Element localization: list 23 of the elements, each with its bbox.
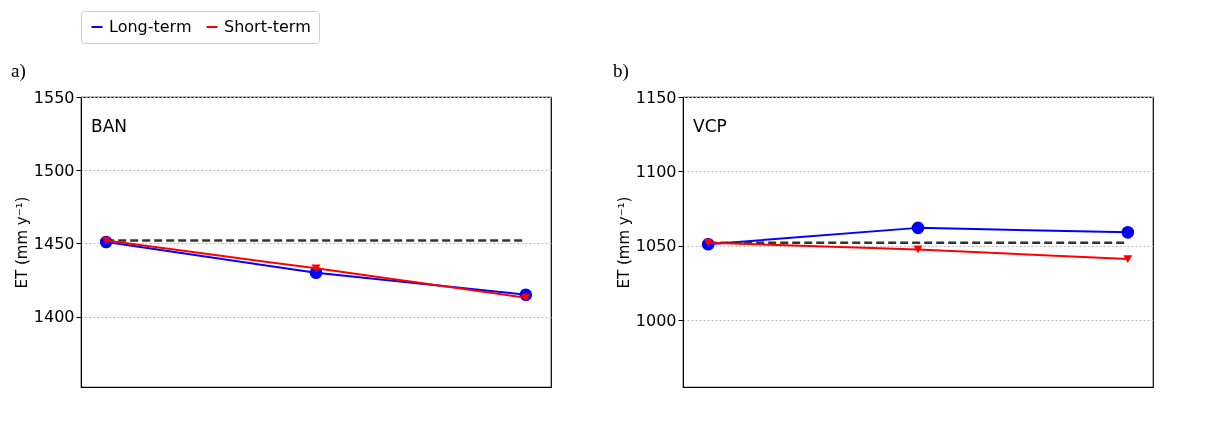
y-tick-label: 1550 [33,87,75,107]
annotation: VCP [693,116,727,136]
point [101,236,111,245]
chart-title: b) [613,60,629,82]
y-tick-label: 1500 [33,160,75,180]
y-tick-label: 1150 [635,87,677,107]
point [1123,255,1133,263]
point [703,238,713,247]
y-tick-label: 1100 [635,161,677,181]
y-axis-title: ET (mm y⁻¹) [614,196,633,289]
legend-label: Long-term [109,17,192,36]
legend-label: Short-term [224,17,311,36]
y-tick-label: 1000 [635,310,677,330]
point [521,293,531,302]
point [1121,226,1135,239]
point [311,264,321,273]
y-tick-label: 1400 [33,307,75,327]
y-tick-label: 1450 [33,233,75,253]
chart-title: a) [11,60,26,82]
point [911,221,925,235]
y-axis-title: ET (mm y⁻¹) [12,196,31,289]
annotation: BAN [91,116,128,136]
y-tick-label: 1050 [635,236,677,256]
